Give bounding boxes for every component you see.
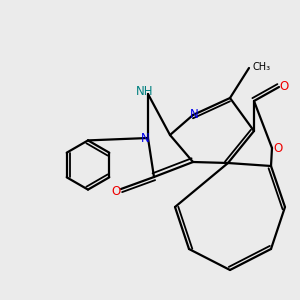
Text: CH₃: CH₃ (253, 61, 271, 71)
Text: N: N (190, 108, 198, 121)
Text: O: O (280, 80, 289, 93)
Text: O: O (273, 142, 283, 154)
Text: N: N (141, 131, 149, 145)
Text: O: O (111, 185, 120, 198)
Text: NH: NH (136, 85, 154, 98)
